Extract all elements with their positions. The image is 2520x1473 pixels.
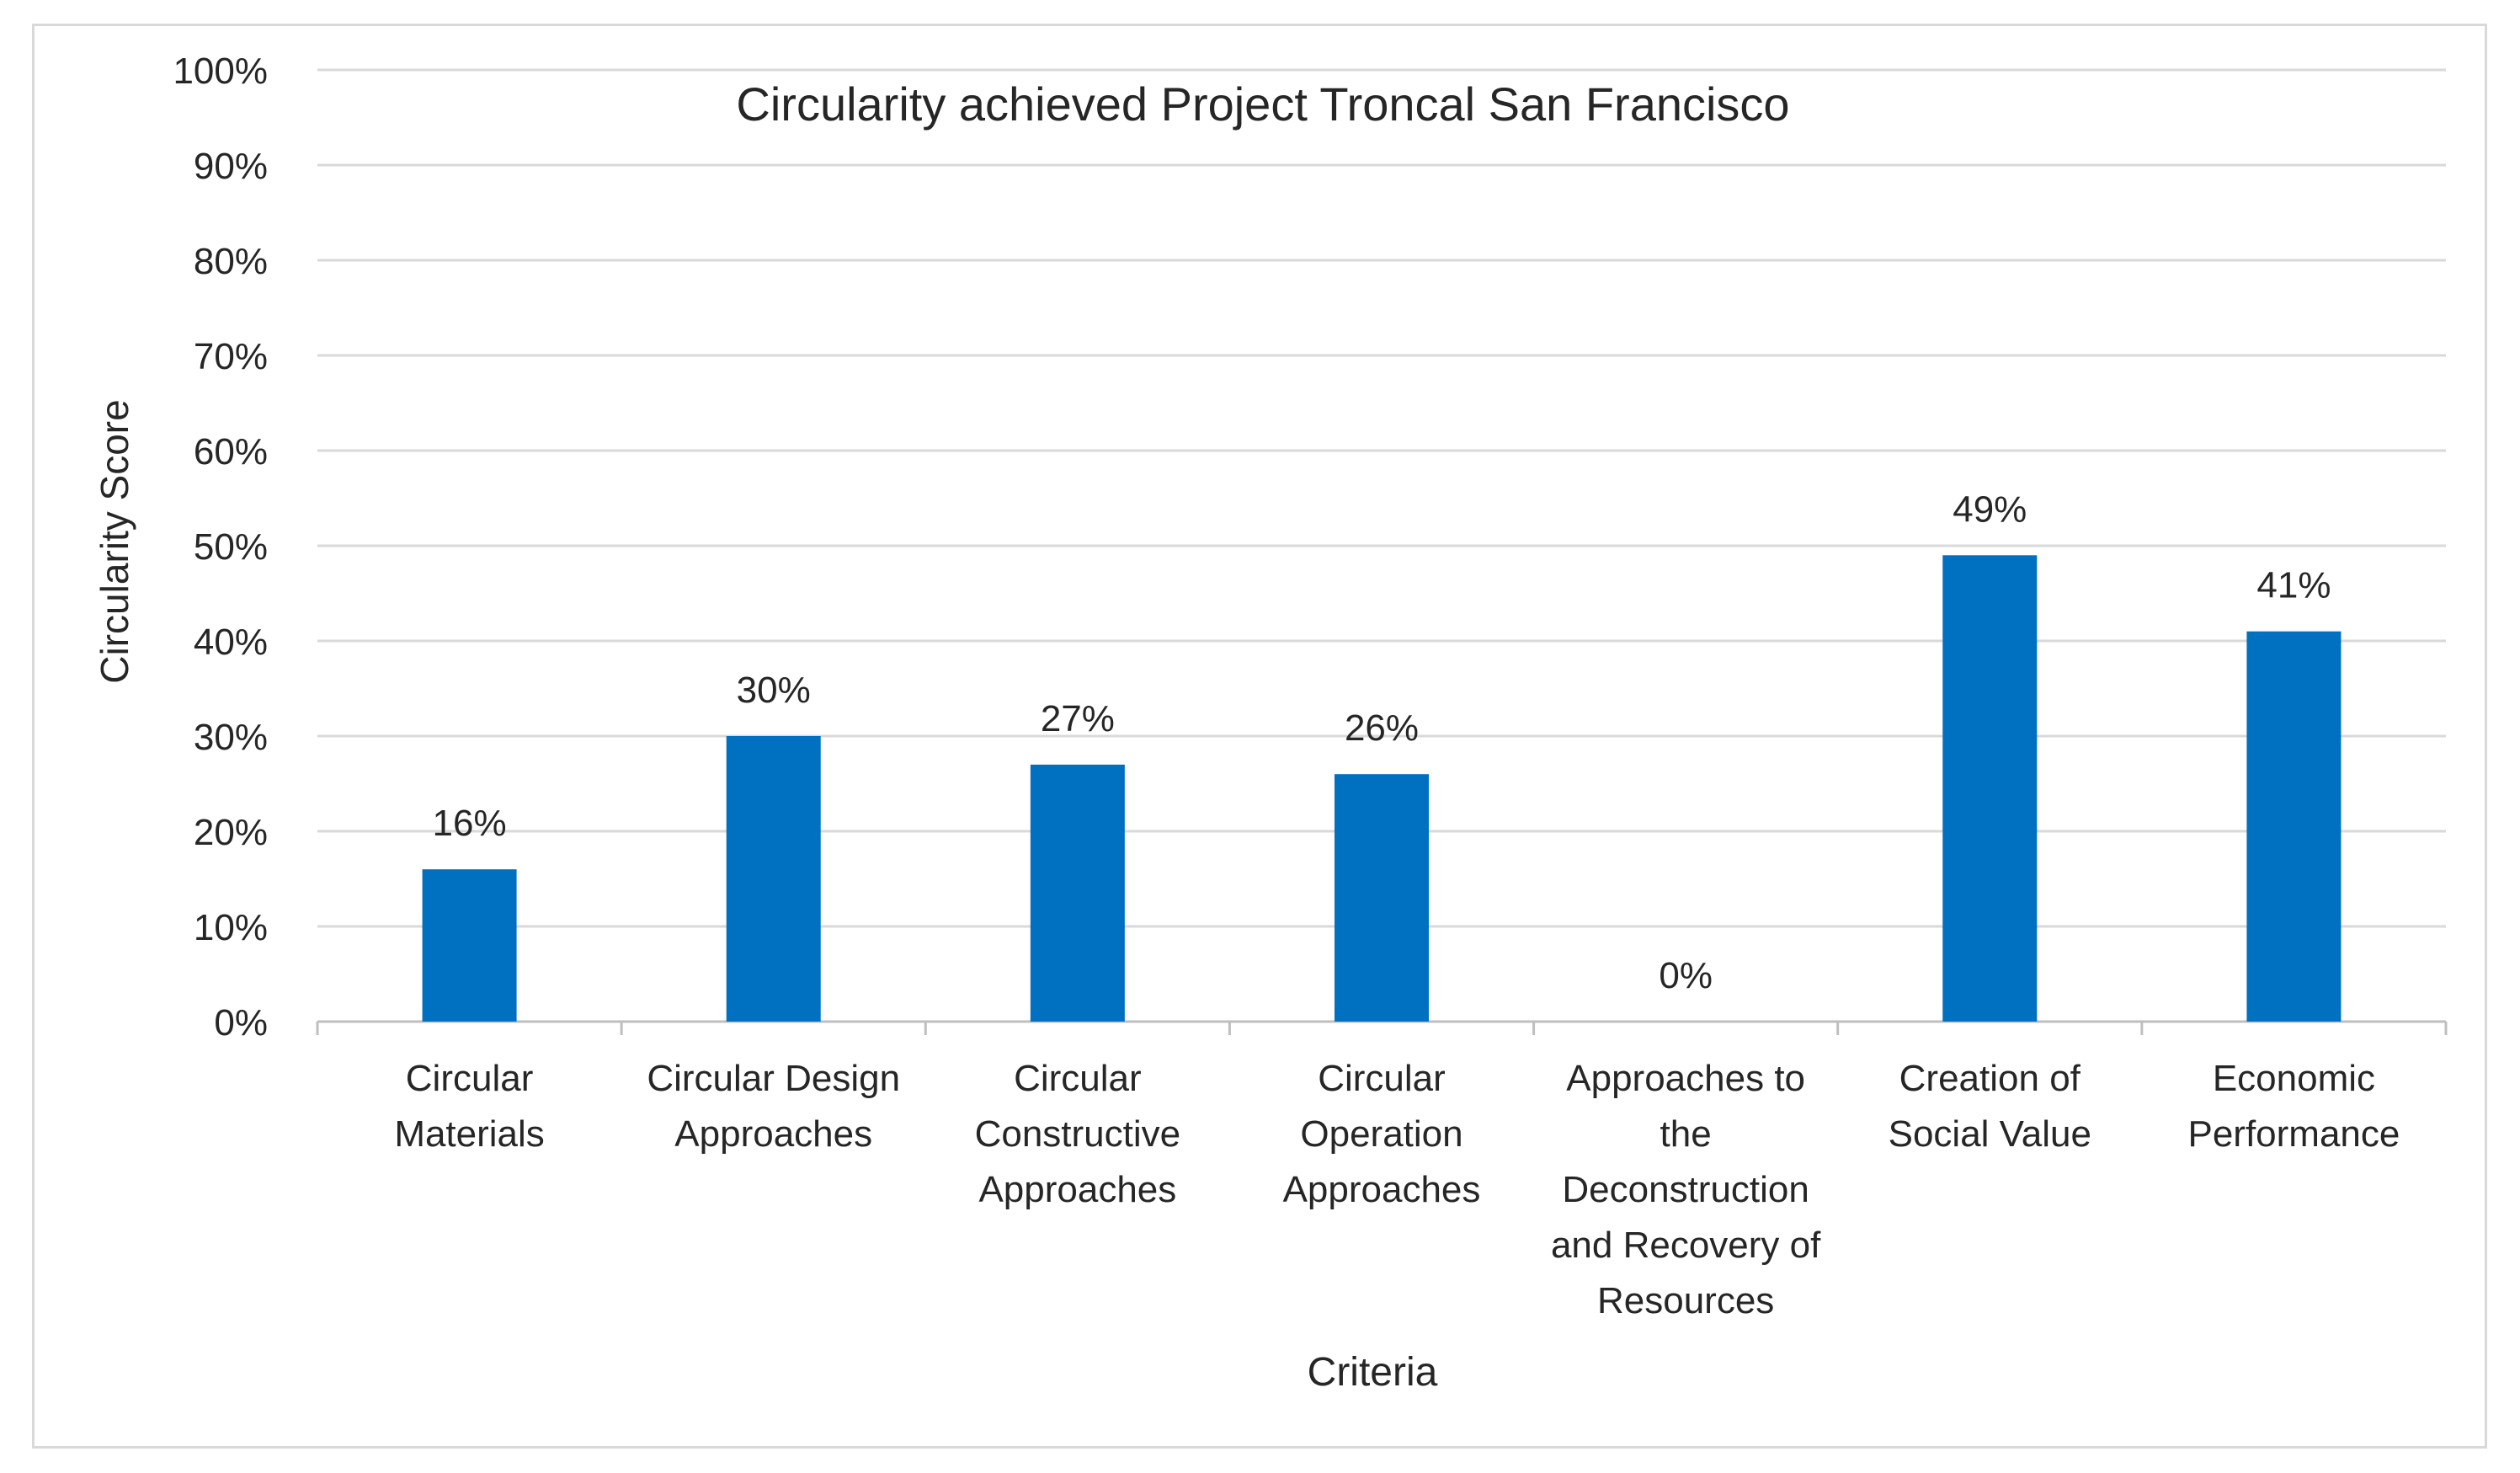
gridlines	[317, 68, 2446, 928]
y-tick-label: 0%	[214, 1002, 268, 1043]
data-label: 49%	[1953, 488, 2027, 530]
x-category-label-line: Circular	[1014, 1058, 1142, 1099]
bar	[2246, 631, 2342, 1022]
x-category-label-line: Economic	[2213, 1058, 2375, 1099]
x-category-label-line: Circular	[1318, 1058, 1446, 1099]
data-label: 16%	[433, 803, 507, 844]
data-label: 41%	[2256, 565, 2331, 606]
x-axis-title: Criteria	[1308, 1350, 1438, 1395]
bar	[422, 869, 517, 1022]
x-category-label-line: Performance	[2187, 1113, 2400, 1155]
x-category-label-line: Approaches to	[1566, 1058, 1805, 1099]
y-tick-label: 100%	[173, 51, 268, 92]
y-axis-title: Circularity Score	[93, 399, 136, 683]
bar	[1942, 555, 2038, 1022]
chart-title: Circularity achieved Project Troncal San…	[736, 77, 1789, 131]
y-tick-label: 40%	[194, 622, 268, 663]
x-axis	[316, 1020, 2448, 1035]
data-label: 27%	[1041, 698, 1115, 739]
y-tick-label: 20%	[194, 812, 268, 853]
x-category-label-line: Approaches	[978, 1169, 1176, 1210]
data-label: 30%	[737, 670, 811, 711]
x-category-label-line: Approaches	[674, 1113, 872, 1155]
x-category-label-line: Social Value	[1889, 1113, 2091, 1155]
data-label: 26%	[1345, 707, 1419, 749]
y-tick-label: 10%	[194, 907, 268, 948]
x-category-label-line: Circular	[406, 1058, 534, 1099]
y-axis-ticks: 0% 10% 20% 30% 40% 50% 60% 70% 80% 90% 100%	[173, 51, 268, 1043]
y-tick-label: 30%	[194, 717, 268, 758]
y-tick-label: 80%	[194, 241, 268, 282]
x-category-label-line: Resources	[1597, 1280, 1774, 1321]
data-label: 0%	[1659, 955, 1713, 996]
x-category-label-line: Approaches	[1283, 1169, 1481, 1210]
x-category-label-line: Creation of	[1899, 1058, 2081, 1099]
x-category-label: Circular Materials	[394, 1058, 545, 1155]
x-category-label-line: Materials	[394, 1113, 545, 1155]
y-tick-label: 70%	[194, 336, 268, 377]
x-category-label: Approaches to the Deconstruction and Recove…	[1551, 1058, 1821, 1321]
x-category-label: Circular Design Approaches	[647, 1058, 900, 1155]
x-category-label: Circular Constructive Approaches	[975, 1058, 1181, 1210]
x-category-label-line: Operation	[1300, 1113, 1462, 1155]
x-axis-category-labels: Circular Materials Circular Design Approach…	[394, 1058, 2400, 1321]
x-category-label-line: Circular Design	[647, 1058, 900, 1099]
x-category-label: Creation of Social Value	[1889, 1058, 2091, 1155]
x-category-label-line: the	[1660, 1113, 1712, 1155]
x-category-label: Circular Operation Approaches	[1283, 1058, 1481, 1210]
x-category-label-line: and Recovery of	[1551, 1225, 1821, 1266]
x-category-label: Economic Performance	[2187, 1058, 2400, 1155]
data-labels: 16% 30% 27% 26% 0% 49% 41%	[433, 488, 2331, 996]
bar	[1335, 774, 1429, 1022]
bar	[1030, 764, 1125, 1022]
y-tick-label: 90%	[194, 146, 268, 187]
y-tick-label: 60%	[194, 431, 268, 472]
bar	[726, 736, 821, 1022]
x-category-label-line: Deconstruction	[1562, 1169, 1809, 1210]
bars	[422, 555, 2342, 1022]
y-tick-label: 50%	[194, 526, 268, 568]
x-category-label-line: Constructive	[975, 1113, 1181, 1155]
